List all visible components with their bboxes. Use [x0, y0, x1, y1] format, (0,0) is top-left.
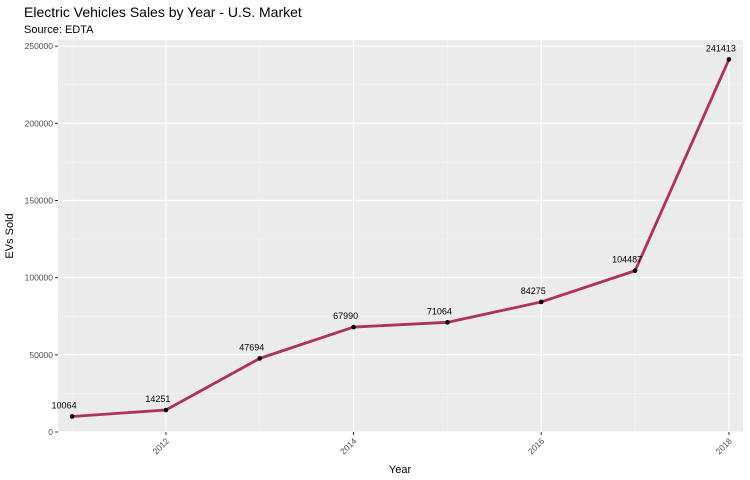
data-point [257, 356, 263, 361]
data-label: 14251 [145, 394, 170, 404]
data-label: 67990 [333, 311, 358, 321]
data-labels: 10064 14251 47694 67990 71064 84275 104487 2414… [52, 43, 736, 410]
x-tick-label: 2016 [526, 436, 547, 457]
data-label: 84275 [521, 286, 546, 296]
plot-panel [58, 40, 743, 432]
data-point [351, 324, 356, 330]
chart-title: Electric Vehicles Sales by Year - U.S. M… [24, 4, 302, 20]
data-label: 47694 [239, 342, 264, 352]
data-point [445, 320, 450, 325]
data-point [69, 414, 75, 419]
y-tick-label: 200000 [25, 118, 54, 128]
data-point [726, 57, 732, 62]
series-line [70, 58, 731, 418]
x-tick-label: 2012 [150, 436, 171, 457]
y-axis-title: EVs Sold [4, 213, 16, 258]
y-tick-label: 250000 [25, 41, 54, 51]
grid-lines [58, 40, 743, 433]
x-axis: 2012 2014 2016 2018 [150, 432, 734, 456]
y-tick-label: 100000 [25, 273, 54, 283]
y-axis: 0 50000 100000 150000 200000 250000 [25, 41, 58, 437]
data-point [538, 299, 544, 305]
data-label: 241413 [706, 43, 736, 53]
data-point [632, 268, 638, 274]
data-label: 10064 [52, 400, 77, 410]
data-label: 104487 [612, 255, 642, 265]
x-tick-label: 2018 [713, 436, 734, 457]
x-axis-title: Year [389, 464, 412, 476]
series-ev-sales [69, 57, 732, 419]
y-tick-label: 150000 [25, 196, 54, 206]
y-tick-label: 50000 [29, 350, 53, 360]
chart-subtitle: Source: EDTA [24, 24, 94, 36]
y-tick-label: 0 [48, 427, 53, 437]
x-tick-label: 2014 [338, 436, 359, 457]
data-point [163, 407, 169, 413]
data-label: 71064 [427, 306, 452, 316]
